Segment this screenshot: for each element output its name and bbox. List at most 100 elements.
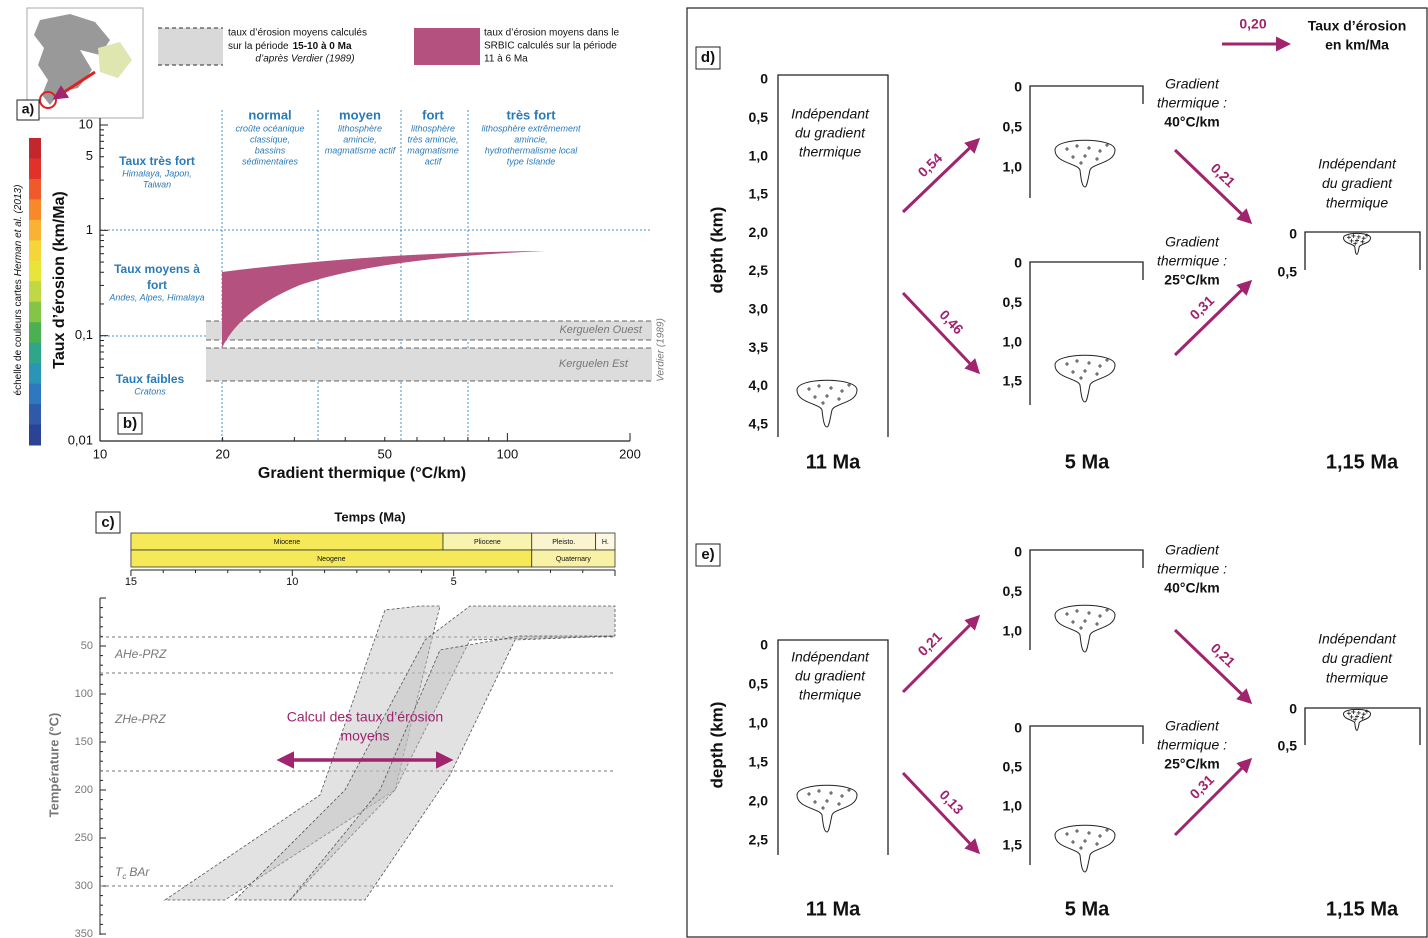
depth-tick: 1,5 — [1003, 837, 1023, 853]
plus — [1095, 372, 1099, 376]
box-text: du gradient — [1322, 650, 1393, 666]
column-desc: lithosphère — [411, 123, 455, 133]
x-tick-label: 10 — [286, 576, 298, 588]
x-tick-label: 50 — [378, 446, 392, 461]
legend-text: SRBIC calculés sur la période — [484, 41, 617, 52]
column-box — [1304, 707, 1421, 745]
legend-gray-swatch — [158, 28, 223, 65]
frame — [686, 7, 1428, 938]
column-desc: amincie, — [343, 134, 377, 144]
plus — [1075, 829, 1079, 833]
color-scale-segment — [29, 281, 41, 303]
plus — [807, 387, 811, 391]
plus — [837, 397, 841, 401]
key-rate: 0,20 — [1239, 16, 1266, 32]
color-scale-segment — [29, 178, 41, 200]
rate-class: Taux faibles — [116, 372, 185, 386]
time-label: 1,15 Ma — [1326, 898, 1399, 920]
rate-desc: Taiwan — [143, 179, 171, 189]
zone-label: T — [115, 865, 124, 879]
depth-tick: 0,5 — [749, 676, 769, 692]
depth-tick: 1,0 — [749, 715, 769, 731]
zone-label: ZHe-PRZ — [114, 712, 166, 726]
color-scale-segment — [29, 404, 41, 426]
color-scale-segment — [29, 342, 41, 364]
box-text: thermique — [1326, 670, 1388, 686]
color-scale-segment — [29, 322, 41, 344]
depth-tick: 0,5 — [1003, 759, 1023, 775]
plus — [847, 383, 851, 387]
column-title: moyen — [339, 107, 381, 122]
y-axis-title: Taux d’érosion (km/Ma) — [51, 191, 68, 369]
band-label: Kerguelen Est — [559, 358, 629, 370]
gradient-text: Gradient — [1165, 542, 1220, 558]
plus — [1361, 236, 1366, 241]
plus — [1079, 846, 1083, 850]
period-label: Quaternary — [556, 556, 592, 563]
column-desc: actif — [425, 156, 443, 166]
legend-text: 11 à 6 Ma — [484, 54, 528, 65]
plus — [1065, 832, 1069, 836]
column-box — [1029, 549, 1144, 650]
legend-text: taux d’érosion moyens dans le — [484, 28, 620, 39]
kerguelen-band — [206, 348, 652, 381]
plus — [1083, 619, 1087, 623]
column-title: normal — [248, 107, 291, 122]
plus — [837, 802, 841, 806]
rate-arrow — [1173, 628, 1253, 705]
box-text: du gradient — [795, 125, 866, 141]
x-tick-label: 20 — [215, 446, 229, 461]
plus — [829, 386, 833, 390]
column-title: fort — [422, 107, 444, 122]
x-tick-label: 15 — [125, 576, 137, 588]
chart-title: Temps (Ma) — [334, 509, 405, 524]
color-scale-segment — [29, 158, 41, 180]
box-text: du gradient — [795, 668, 866, 684]
gradient-text: thermique : — [1157, 561, 1227, 577]
gradient-text: Gradient — [1165, 234, 1220, 250]
box-text: thermique — [1326, 195, 1388, 211]
column-box — [1304, 231, 1421, 270]
zone-label: c — [122, 872, 126, 881]
depth-tick: 1,0 — [1003, 333, 1023, 349]
column-box — [1029, 725, 1144, 865]
depth-tick: 0 — [1289, 701, 1297, 717]
plus — [1098, 834, 1102, 838]
pluton — [1054, 824, 1116, 873]
depth-tick: 1,0 — [1003, 798, 1023, 814]
rate-arrow — [901, 614, 981, 694]
plus — [847, 788, 851, 792]
plus — [1083, 839, 1087, 843]
srbic-area — [222, 251, 545, 348]
plus — [1071, 620, 1075, 624]
gradient-text: Gradient — [1165, 76, 1220, 92]
gradient-text: Gradient — [1165, 718, 1220, 734]
panel-label: e) — [701, 546, 714, 563]
depth-tick: 0,5 — [1003, 119, 1023, 135]
y-tick-label: 250 — [75, 832, 93, 844]
legend-pink-swatch — [414, 28, 480, 65]
column-desc: lithosphère — [338, 123, 382, 133]
plus — [1353, 717, 1358, 722]
plus — [1087, 831, 1091, 835]
plus — [1095, 157, 1099, 161]
plus — [1346, 711, 1351, 716]
rate-arrow — [901, 771, 981, 855]
plus — [1071, 155, 1075, 159]
depth-tick: 1,0 — [1003, 159, 1023, 175]
panel-label-box — [95, 511, 121, 534]
y-tick-label: 350 — [75, 928, 93, 938]
plus — [821, 806, 825, 810]
depth-tick: 0 — [1014, 255, 1022, 271]
rate-arrow — [1173, 148, 1253, 225]
plus — [1105, 143, 1109, 147]
plus — [1087, 146, 1091, 150]
key-title: Taux d’érosion — [1308, 18, 1407, 34]
rate-arrow — [901, 291, 981, 375]
x-axis-title: Gradient thermique (°C/km) — [258, 465, 466, 482]
panel-label-box — [16, 99, 40, 121]
column-title: très fort — [506, 107, 556, 122]
depth-tick: 0 — [1014, 79, 1022, 95]
color-scale-segment — [29, 138, 41, 159]
